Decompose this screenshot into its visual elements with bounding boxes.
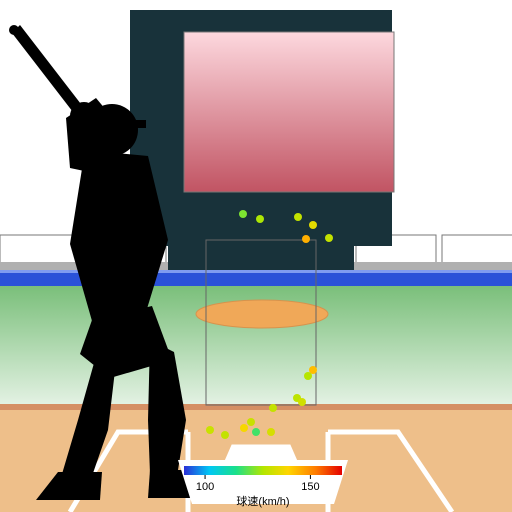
legend-colorbar: [184, 466, 342, 475]
pitch-marker: [240, 424, 248, 432]
legend-tick-label: 100: [196, 481, 214, 493]
pitch-marker: [304, 372, 312, 380]
pitch-marker: [252, 428, 260, 436]
pitchers-mound: [196, 300, 328, 328]
legend-tick-label: 150: [301, 481, 319, 493]
pitch-marker: [298, 398, 306, 406]
pitch-marker: [309, 221, 317, 229]
pitch-marker: [269, 404, 277, 412]
pitch-marker: [267, 428, 275, 436]
pitch-marker: [302, 235, 310, 243]
scoreboard-screen: [184, 32, 394, 192]
pitch-marker: [256, 215, 264, 223]
legend-axis-label: 球速(km/h): [236, 494, 289, 508]
pitch-marker: [325, 234, 333, 242]
pitch-marker: [206, 426, 214, 434]
fence-highlight: [0, 270, 512, 273]
stands-block: [0, 235, 80, 263]
pitch-marker: [239, 210, 247, 218]
pitch-marker: [221, 431, 229, 439]
stands-block: [442, 235, 512, 263]
pitch-marker: [294, 213, 302, 221]
pitch-marker: [247, 418, 255, 426]
